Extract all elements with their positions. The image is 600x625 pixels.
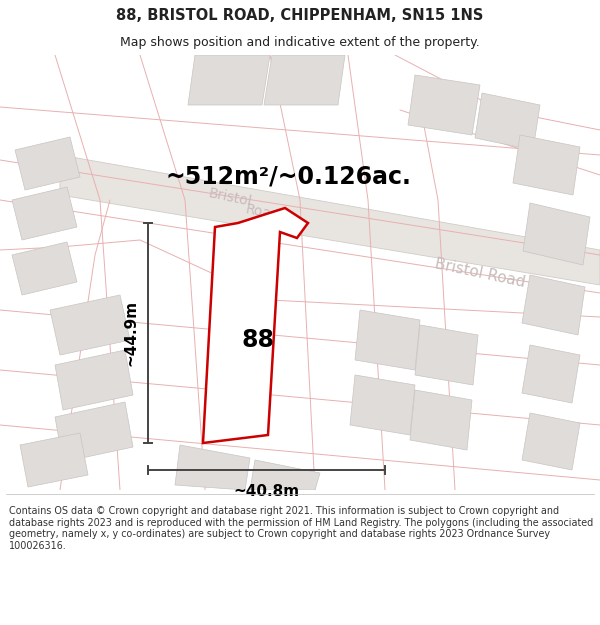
Polygon shape xyxy=(350,375,415,435)
Polygon shape xyxy=(12,187,77,240)
Polygon shape xyxy=(522,275,585,335)
Polygon shape xyxy=(410,390,472,450)
Text: Bristol: Bristol xyxy=(207,186,253,209)
Polygon shape xyxy=(408,75,480,135)
Polygon shape xyxy=(12,242,77,295)
Polygon shape xyxy=(513,135,580,195)
Text: ~512m²/~0.126ac.: ~512m²/~0.126ac. xyxy=(165,165,411,189)
Polygon shape xyxy=(475,93,540,150)
Polygon shape xyxy=(264,55,345,105)
Polygon shape xyxy=(355,310,420,370)
Text: Road: Road xyxy=(244,202,281,224)
Polygon shape xyxy=(60,155,600,285)
Polygon shape xyxy=(188,55,270,105)
Text: ~44.9m: ~44.9m xyxy=(123,300,138,366)
Polygon shape xyxy=(50,295,130,355)
Polygon shape xyxy=(175,445,250,490)
Polygon shape xyxy=(250,460,320,490)
Polygon shape xyxy=(522,345,580,403)
Text: Map shows position and indicative extent of the property.: Map shows position and indicative extent… xyxy=(120,36,480,49)
Polygon shape xyxy=(203,208,308,443)
Text: 88: 88 xyxy=(241,328,275,352)
Text: Bristol Road: Bristol Road xyxy=(433,256,527,290)
Polygon shape xyxy=(55,402,133,462)
Polygon shape xyxy=(523,203,590,265)
Polygon shape xyxy=(20,433,88,487)
Text: Contains OS data © Crown copyright and database right 2021. This information is : Contains OS data © Crown copyright and d… xyxy=(9,506,593,551)
Polygon shape xyxy=(15,137,80,190)
Polygon shape xyxy=(55,350,133,410)
Polygon shape xyxy=(415,325,478,385)
Text: 88, BRISTOL ROAD, CHIPPENHAM, SN15 1NS: 88, BRISTOL ROAD, CHIPPENHAM, SN15 1NS xyxy=(116,8,484,23)
Polygon shape xyxy=(522,413,580,470)
Text: ~40.8m: ~40.8m xyxy=(233,484,299,499)
